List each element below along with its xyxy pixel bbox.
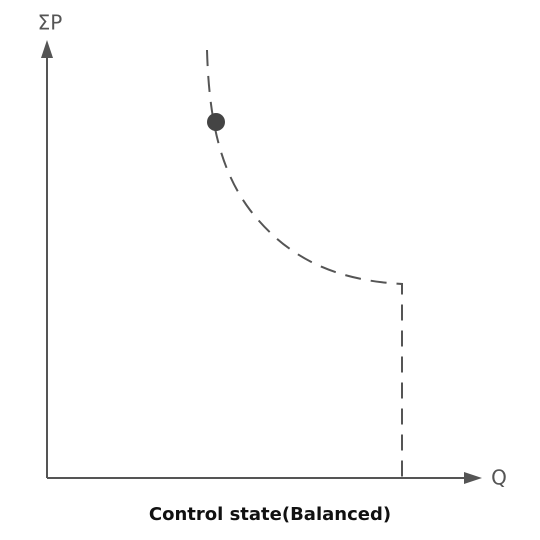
state-point [207, 113, 225, 131]
dashed-curve [206, 49, 403, 478]
x-axis-arrow [464, 472, 482, 484]
y-axis-label: ΣP [38, 11, 63, 35]
x-axis-label: Q [491, 466, 507, 490]
caption: Control state(Balanced) [149, 504, 391, 525]
y-axis-arrow [41, 40, 53, 58]
